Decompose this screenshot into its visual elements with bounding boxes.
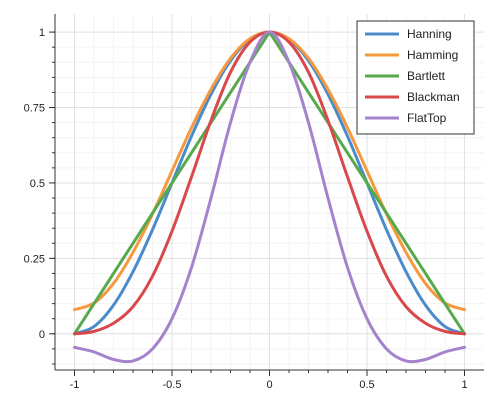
x-tick-label: 0.5: [359, 379, 374, 391]
legend-label-blackman: Blackman: [407, 90, 460, 104]
series-lines: [73, 30, 466, 364]
y-tick-label: 0.5: [30, 178, 45, 190]
x-tick-label: 0: [266, 379, 272, 391]
x-tick-label: 1: [461, 379, 467, 391]
x-tick-label: -1: [70, 379, 80, 391]
y-tick-label: 0: [39, 329, 45, 341]
legend-label-hamming: Hamming: [407, 48, 458, 62]
legend: Hanning Hamming Bartlett Blackman FlatTop: [356, 20, 475, 135]
y-tick-label: 0.25: [24, 253, 45, 265]
x-tick-label: -0.5: [163, 379, 182, 391]
legend-label-flattop: FlatTop: [407, 111, 447, 125]
axes: -1 -0.5 0 0.5 1 0 0.25 0.5 0.75 1: [24, 14, 484, 391]
legend-label-hanning: Hanning: [407, 27, 452, 41]
series-line-flattop: [73, 30, 466, 364]
y-tick-label: 0.75: [24, 103, 45, 115]
legend-label-bartlett: Bartlett: [407, 69, 446, 83]
y-tick-label: 1: [39, 27, 45, 39]
